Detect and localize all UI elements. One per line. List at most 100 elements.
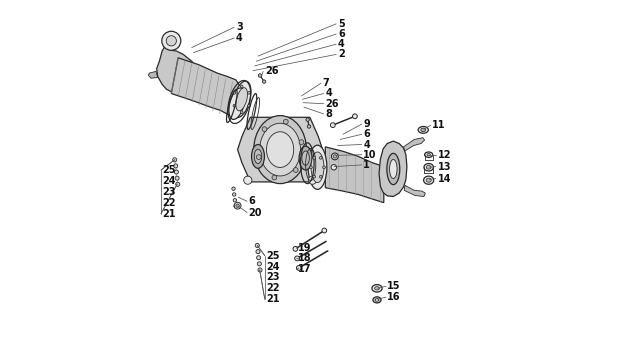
Text: 23: 23 xyxy=(162,187,176,197)
Ellipse shape xyxy=(373,297,381,303)
Circle shape xyxy=(233,91,236,94)
Ellipse shape xyxy=(232,81,251,117)
Circle shape xyxy=(331,165,337,170)
Circle shape xyxy=(258,74,262,77)
Text: 5: 5 xyxy=(338,19,345,29)
Circle shape xyxy=(233,104,236,107)
Text: 24: 24 xyxy=(162,176,176,186)
Ellipse shape xyxy=(424,164,433,171)
Circle shape xyxy=(256,155,261,159)
Circle shape xyxy=(263,80,266,83)
Text: 1: 1 xyxy=(363,160,370,170)
Text: 6: 6 xyxy=(338,29,345,39)
Circle shape xyxy=(232,193,236,196)
Polygon shape xyxy=(157,44,198,94)
Ellipse shape xyxy=(308,145,327,189)
Text: 25: 25 xyxy=(162,165,176,175)
Text: 15: 15 xyxy=(387,281,400,291)
Circle shape xyxy=(236,204,239,207)
Text: 6: 6 xyxy=(363,129,370,139)
Circle shape xyxy=(174,170,179,174)
Ellipse shape xyxy=(375,299,379,301)
Ellipse shape xyxy=(260,123,300,176)
Circle shape xyxy=(234,202,241,209)
Text: 6: 6 xyxy=(248,196,255,206)
Ellipse shape xyxy=(418,126,428,133)
Ellipse shape xyxy=(389,159,397,178)
Circle shape xyxy=(248,104,250,107)
Circle shape xyxy=(313,175,316,178)
Text: 26: 26 xyxy=(325,99,339,109)
Ellipse shape xyxy=(426,166,431,169)
Text: 20: 20 xyxy=(248,207,262,218)
Circle shape xyxy=(299,140,304,144)
Circle shape xyxy=(234,204,237,208)
Circle shape xyxy=(331,153,338,160)
Circle shape xyxy=(174,164,178,168)
Text: 14: 14 xyxy=(438,173,451,184)
Circle shape xyxy=(256,256,261,260)
Circle shape xyxy=(258,268,262,272)
Ellipse shape xyxy=(252,144,265,168)
Circle shape xyxy=(331,123,335,128)
Ellipse shape xyxy=(423,176,434,184)
Circle shape xyxy=(320,156,322,159)
Ellipse shape xyxy=(299,146,312,170)
Circle shape xyxy=(322,228,327,233)
Text: 21: 21 xyxy=(266,294,280,304)
Text: 12: 12 xyxy=(438,150,451,160)
Text: 24: 24 xyxy=(266,261,280,272)
Circle shape xyxy=(284,119,288,124)
Text: 11: 11 xyxy=(432,120,446,130)
Polygon shape xyxy=(171,58,239,120)
Polygon shape xyxy=(325,147,384,203)
Text: 8: 8 xyxy=(325,109,332,119)
Circle shape xyxy=(175,176,179,180)
Circle shape xyxy=(272,175,277,180)
Circle shape xyxy=(176,182,180,186)
Ellipse shape xyxy=(375,287,379,290)
Text: 7: 7 xyxy=(323,78,329,88)
Text: 19: 19 xyxy=(298,242,311,253)
Ellipse shape xyxy=(372,285,382,292)
Text: 13: 13 xyxy=(438,162,451,172)
Ellipse shape xyxy=(426,178,431,182)
Text: 16: 16 xyxy=(387,292,400,302)
Circle shape xyxy=(162,31,181,50)
Circle shape xyxy=(255,243,260,248)
Ellipse shape xyxy=(266,132,294,167)
Text: 18: 18 xyxy=(298,253,311,264)
Circle shape xyxy=(333,155,337,158)
Ellipse shape xyxy=(421,128,426,132)
Polygon shape xyxy=(404,138,425,151)
Text: 4: 4 xyxy=(363,139,370,150)
Circle shape xyxy=(308,176,316,184)
Text: 4: 4 xyxy=(325,88,332,99)
Circle shape xyxy=(240,85,243,88)
Circle shape xyxy=(262,127,267,132)
Ellipse shape xyxy=(229,88,245,119)
Circle shape xyxy=(297,266,301,270)
Circle shape xyxy=(310,166,312,169)
Text: 4: 4 xyxy=(338,39,345,49)
Text: 4: 4 xyxy=(236,33,243,43)
Polygon shape xyxy=(237,117,323,182)
Circle shape xyxy=(293,246,298,251)
Circle shape xyxy=(256,250,260,254)
Circle shape xyxy=(243,176,252,184)
Circle shape xyxy=(306,118,310,121)
Ellipse shape xyxy=(425,152,433,157)
Ellipse shape xyxy=(427,154,430,156)
Circle shape xyxy=(172,158,177,162)
Circle shape xyxy=(320,175,322,178)
Polygon shape xyxy=(379,141,407,197)
Circle shape xyxy=(352,114,357,119)
Circle shape xyxy=(295,256,300,261)
Ellipse shape xyxy=(254,116,307,184)
Text: 9: 9 xyxy=(363,119,370,129)
Circle shape xyxy=(313,156,316,159)
Text: 25: 25 xyxy=(266,251,280,261)
Text: 2: 2 xyxy=(338,49,345,60)
Circle shape xyxy=(232,187,235,190)
Ellipse shape xyxy=(311,152,324,183)
